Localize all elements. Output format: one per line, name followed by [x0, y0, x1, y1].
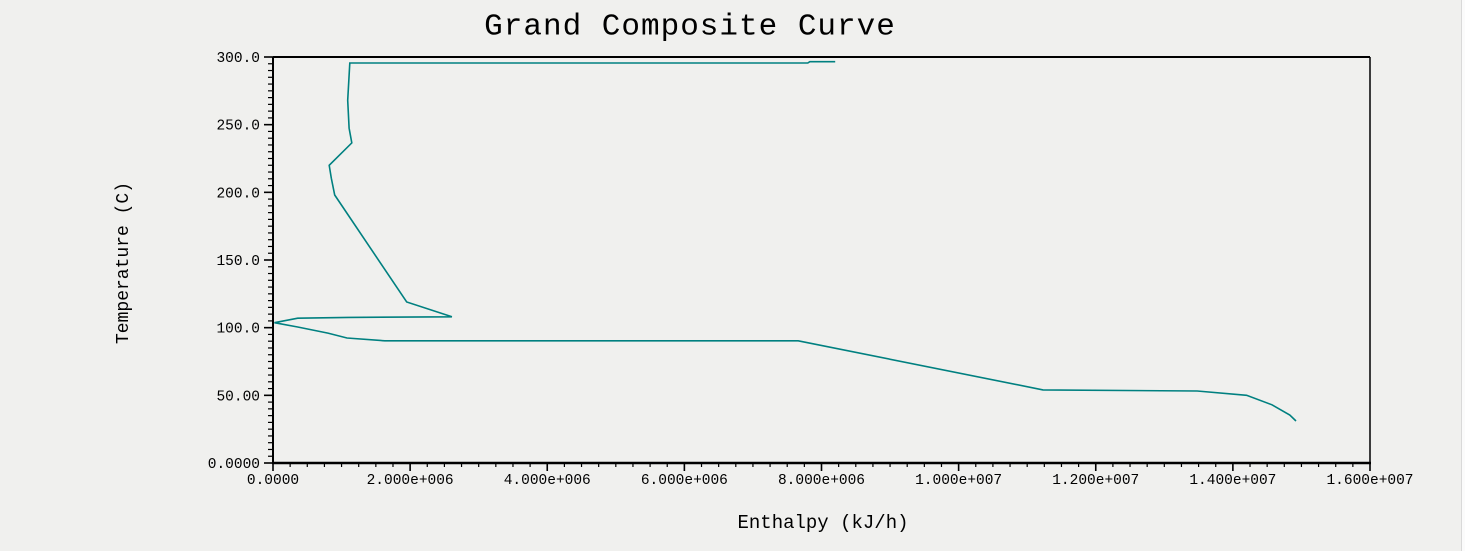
y-tick-label: 200.0 [216, 186, 260, 202]
y-tick-label: 0.0000 [208, 457, 260, 473]
x-tick-label: 4.000e+006 [504, 473, 591, 489]
y-tick-label: 100.0 [216, 322, 260, 338]
x-axis-title: Enthalpy (kJ/h) [737, 512, 909, 534]
y-tick-label: 300.0 [216, 51, 260, 67]
x-tick-label: 1.000e+007 [915, 473, 1002, 489]
x-tick-label: 6.000e+006 [641, 473, 728, 489]
x-tick-label: 1.200e+007 [1052, 473, 1139, 489]
window-right-edge [1461, 0, 1465, 551]
y-tick-label: 50.00 [216, 389, 260, 405]
x-tick-label: 1.400e+007 [1189, 473, 1276, 489]
x-tick-label: 1.600e+007 [1326, 473, 1413, 489]
x-tick-label: 2.000e+006 [367, 473, 454, 489]
chart-title: Grand Composite Curve [484, 9, 896, 45]
x-tick-label: 0.0000 [247, 473, 299, 489]
y-tick-label: 250.0 [216, 119, 260, 135]
x-tick-label: 8.000e+006 [778, 473, 865, 489]
gcc-curve [274, 60, 1297, 422]
y-axis-title: Temperature (C) [114, 181, 134, 345]
y-tick-label: 150.0 [216, 254, 260, 270]
